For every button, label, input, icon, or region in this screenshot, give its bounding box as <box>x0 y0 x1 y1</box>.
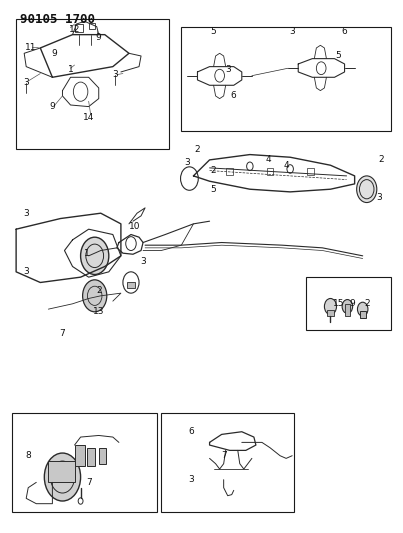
Circle shape <box>342 300 353 313</box>
Text: 15: 15 <box>333 300 344 308</box>
Circle shape <box>83 280 107 312</box>
Text: 3: 3 <box>376 193 382 201</box>
Text: 9: 9 <box>350 300 355 308</box>
Text: 9: 9 <box>52 49 57 58</box>
Text: 9: 9 <box>96 33 102 42</box>
Text: 5: 5 <box>211 185 216 193</box>
Text: 6: 6 <box>189 427 194 436</box>
Text: 8: 8 <box>25 451 31 460</box>
Text: 6: 6 <box>342 28 347 36</box>
Text: 4: 4 <box>265 156 271 164</box>
Text: 13: 13 <box>93 308 104 316</box>
Text: 9: 9 <box>50 102 55 111</box>
Text: 1: 1 <box>68 65 73 74</box>
Text: 2: 2 <box>211 166 216 175</box>
Text: 1: 1 <box>84 249 89 257</box>
Circle shape <box>44 453 81 501</box>
Bar <box>267 168 273 175</box>
Bar <box>360 311 366 318</box>
Text: 3: 3 <box>225 65 231 74</box>
Bar <box>48 461 75 482</box>
Circle shape <box>357 176 377 203</box>
Bar <box>89 23 95 29</box>
Text: 5: 5 <box>336 52 341 60</box>
Bar <box>161 413 294 512</box>
Text: 3: 3 <box>23 209 29 217</box>
Text: 2: 2 <box>195 145 200 154</box>
Text: 7: 7 <box>221 451 226 460</box>
Text: 3: 3 <box>189 475 194 484</box>
Bar <box>75 24 83 32</box>
Text: 90105 1700: 90105 1700 <box>20 13 95 26</box>
Text: 3: 3 <box>112 70 118 79</box>
Text: 2: 2 <box>96 286 102 295</box>
Bar <box>127 282 135 288</box>
Text: 7: 7 <box>86 478 91 487</box>
Text: 3: 3 <box>140 257 146 265</box>
Bar <box>345 304 350 316</box>
Text: 3: 3 <box>23 268 29 276</box>
Text: 6: 6 <box>231 92 237 100</box>
Text: 2: 2 <box>364 300 370 308</box>
Text: 11: 11 <box>25 44 36 52</box>
Bar <box>307 168 314 175</box>
Text: 3: 3 <box>289 28 295 36</box>
Circle shape <box>357 302 368 316</box>
Bar <box>99 448 106 464</box>
Bar <box>306 277 391 330</box>
Circle shape <box>81 237 109 274</box>
Bar <box>181 27 391 131</box>
Bar <box>16 19 169 149</box>
Text: 10: 10 <box>129 222 141 231</box>
Text: 14: 14 <box>83 113 94 122</box>
Bar <box>327 310 334 316</box>
Text: 4: 4 <box>283 161 289 169</box>
Bar <box>226 168 233 175</box>
Text: 3: 3 <box>185 158 190 167</box>
Text: 2: 2 <box>378 156 384 164</box>
Text: 3: 3 <box>23 78 29 87</box>
Text: 12: 12 <box>69 26 80 34</box>
Circle shape <box>324 298 337 314</box>
Bar <box>75 445 85 466</box>
Bar <box>87 448 95 466</box>
Text: 7: 7 <box>60 329 65 337</box>
Text: 5: 5 <box>211 28 216 36</box>
Bar <box>12 413 157 512</box>
